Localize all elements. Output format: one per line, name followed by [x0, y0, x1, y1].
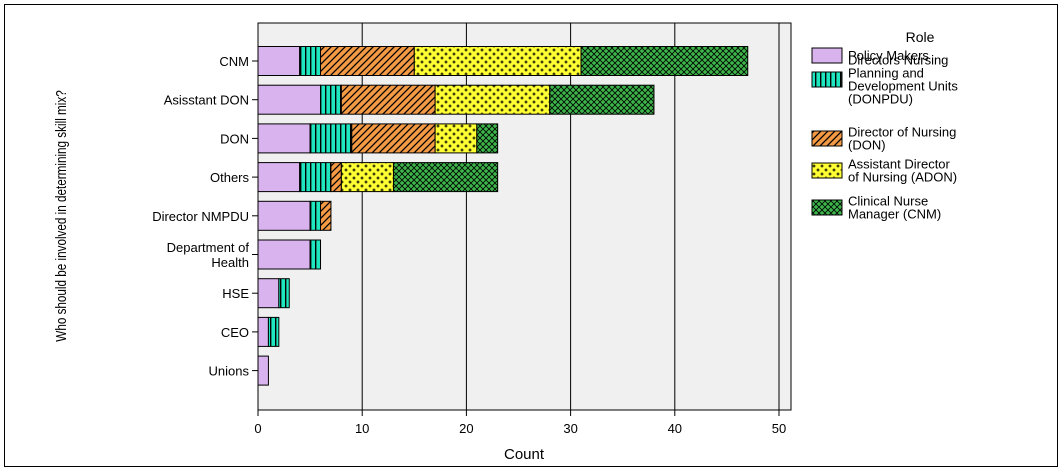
bar-segment: [257, 278, 280, 309]
y-tick-label-line: Director NMPDU: [152, 209, 249, 224]
legend-swatch: [811, 71, 843, 88]
bar-segment: [392, 162, 499, 193]
y-axis-label: Who should be involved in determining sk…: [53, 90, 70, 341]
bar-segment: [257, 316, 269, 347]
x-axis: 0 10 20 30 40 50: [254, 410, 786, 436]
y-tick-label-line: Health: [211, 255, 249, 270]
bar-segment: [476, 123, 499, 154]
bar-segment: [309, 239, 322, 270]
bar-segment: [257, 123, 311, 154]
legend-item: Director of Nursing(DON): [811, 125, 956, 153]
legend-label: (DON): [848, 138, 886, 153]
legend-label: (DONPDU): [848, 92, 913, 107]
y-tick-label-line: Department of: [167, 240, 250, 255]
bar-segment: [257, 200, 311, 231]
y-tick-label-line: Others: [210, 170, 250, 185]
y-tick-label-line: Unions: [209, 364, 250, 379]
legend-item: Policy Makers: [811, 47, 929, 64]
legend-swatch: [811, 199, 843, 216]
y-axis: CNM Asisstant DON DON Others Director NMPDU D…: [152, 54, 258, 379]
x-axis-label: Count: [504, 446, 545, 463]
legend-label: Director of Nursing: [848, 125, 956, 140]
bar-segment: [278, 278, 290, 309]
bar-segment: [549, 84, 655, 115]
bars: [257, 46, 749, 386]
legend-label: Policy Makers: [848, 48, 929, 63]
bar-segment: [340, 84, 436, 115]
bar-segment: [257, 355, 269, 386]
y-tick-label: Department of Health: [167, 240, 250, 270]
legend-label: Manager (CNM): [848, 207, 941, 222]
y-tick-label: Asisstant DON: [164, 93, 249, 108]
y-tick-label-line: Asisstant DON: [164, 93, 249, 108]
plot-area: [257, 22, 792, 411]
legend-label: Assistant Director: [848, 157, 951, 172]
y-tick-label: Director NMPDU: [152, 209, 249, 224]
bar-segment: [330, 162, 342, 193]
legend-label: Directors Nursing: [848, 53, 948, 68]
legend-title: Role: [906, 29, 935, 45]
x-tick-label: 0: [254, 421, 261, 436]
legend-label: Clinical Nurse: [848, 194, 928, 209]
y-tick-label: HSE: [222, 286, 249, 301]
x-tick-label: 20: [459, 421, 473, 436]
y-tick-label: CNM: [219, 54, 249, 69]
bar-segment: [309, 200, 322, 231]
x-tick-label: 50: [772, 421, 786, 436]
legend-label: Development Units: [848, 79, 958, 94]
bar-segment: [340, 162, 394, 193]
bar-segment: [257, 84, 322, 115]
legend-swatch: [811, 162, 843, 179]
bar-segment: [309, 123, 353, 154]
bar-segment: [434, 123, 478, 154]
bar-segment: [434, 84, 551, 115]
bar-segment: [267, 316, 280, 347]
y-tick-label: DON: [220, 131, 249, 146]
legend-label: Planning and: [848, 66, 924, 81]
y-tick-label-line: CEO: [221, 325, 249, 340]
bar-segment: [257, 162, 301, 193]
y-tick-label-line: DON: [220, 131, 249, 146]
y-tick-label: Unions: [209, 364, 250, 379]
x-tick-label: 10: [355, 421, 369, 436]
y-tick-label-line: HSE: [222, 286, 249, 301]
bar-segment: [299, 162, 332, 193]
bar-segment: [320, 46, 415, 76]
bar-segment: [351, 123, 436, 154]
legend-swatch: [811, 130, 843, 147]
bar-segment: [320, 84, 342, 115]
bar-segment: [257, 46, 301, 76]
legend-label: of Nursing (ADON): [848, 170, 957, 185]
x-tick-label: 40: [668, 421, 682, 436]
y-tick-label: CEO: [221, 325, 249, 340]
bar-segment: [413, 46, 582, 76]
x-tick-label: 30: [563, 421, 577, 436]
bar-segment: [580, 46, 749, 76]
y-tick-label-line: CNM: [219, 54, 249, 69]
bar-segment: [257, 239, 311, 270]
y-tick-label: Others: [210, 170, 250, 185]
legend-swatch: [811, 47, 843, 64]
bar-segment: [320, 200, 332, 231]
bar-segment: [299, 46, 322, 76]
